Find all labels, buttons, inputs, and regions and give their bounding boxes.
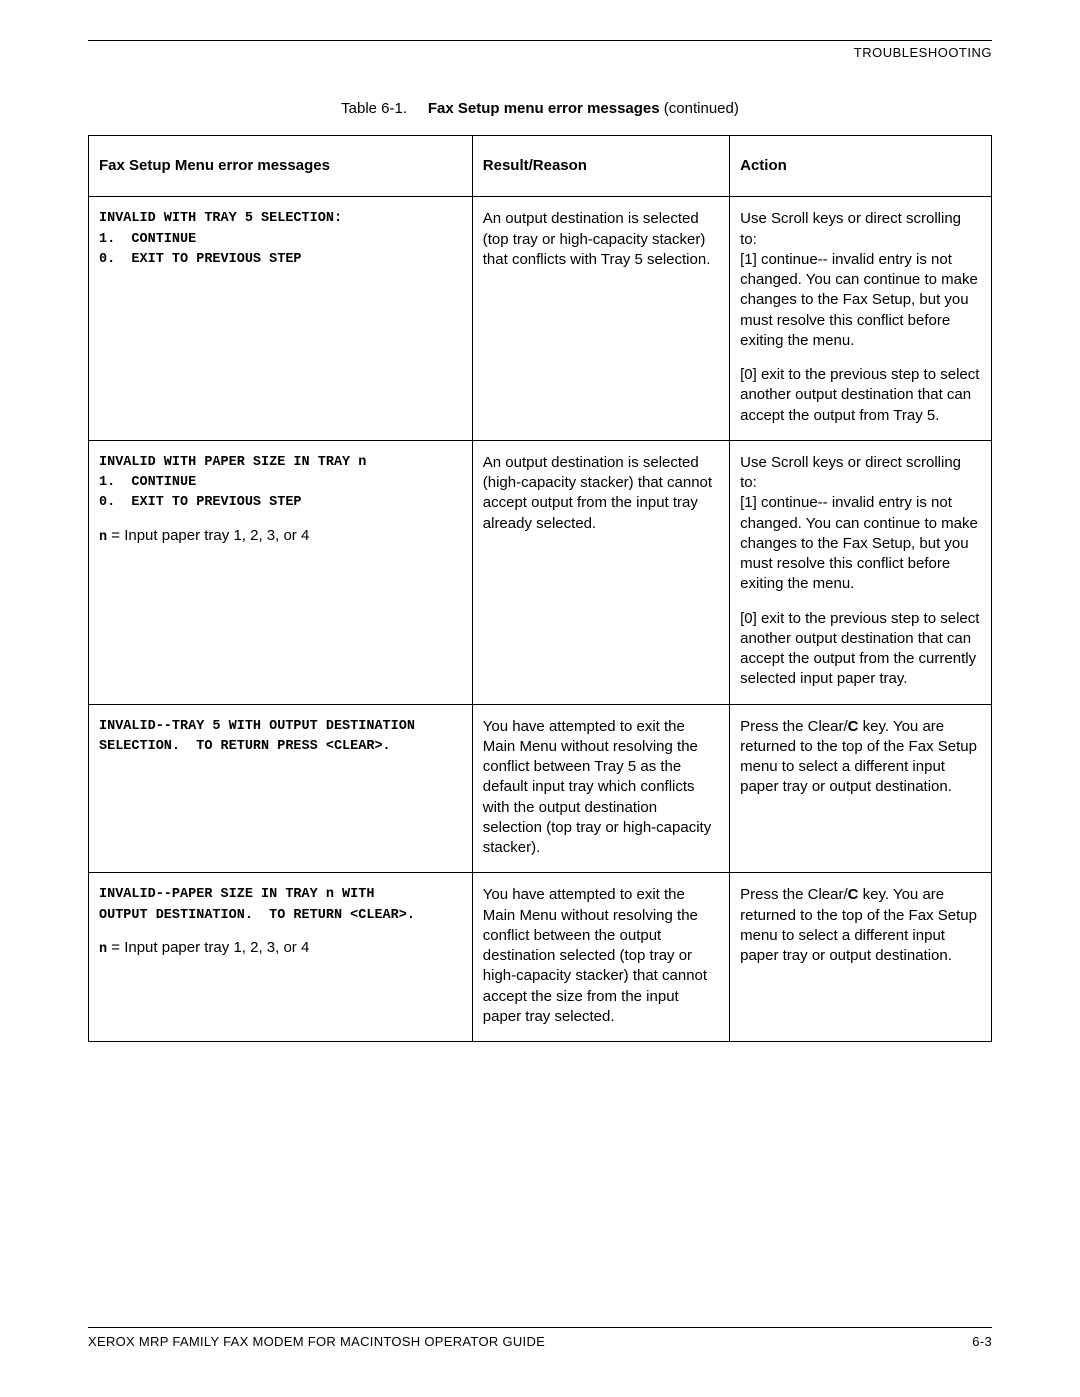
footer-right: 6-3 (972, 1334, 992, 1349)
action-pre: Press the Clear/ (740, 718, 848, 735)
error-text: INVALID WITH PAPER SIZE IN TRAY n 1. CON… (99, 453, 462, 514)
action-p1: Use Scroll keys or direct scrolling to: … (740, 209, 981, 351)
header-rule (88, 40, 992, 41)
cell-message: INVALID WITH TRAY 5 SELECTION: 1. CONTIN… (89, 197, 473, 441)
note-rest: = Input paper tray 1, 2, 3, or 4 (107, 527, 309, 544)
caption-title: Fax Setup menu error messages (428, 100, 660, 117)
page-footer: XEROX MRP FAMILY FAX MODEM FOR MACINTOSH… (88, 1327, 992, 1349)
cell-action: Use Scroll keys or direct scrolling to: … (730, 440, 992, 704)
cell-message: INVALID--TRAY 5 WITH OUTPUT DESTINATION … (89, 704, 473, 873)
cell-action: Press the Clear/C key. You are returned … (730, 873, 992, 1042)
note-n: n (99, 942, 107, 957)
cell-message: INVALID WITH PAPER SIZE IN TRAY n 1. CON… (89, 440, 473, 704)
col-header-messages: Fax Setup Menu error messages (89, 136, 473, 197)
col-header-action: Action (730, 136, 992, 197)
cell-reason: You have attempted to exit the Main Menu… (472, 704, 729, 873)
table-row: INVALID WITH TRAY 5 SELECTION: 1. CONTIN… (89, 197, 992, 441)
cell-message: INVALID--PAPER SIZE IN TRAY n WITH OUTPU… (89, 873, 473, 1042)
action-key: C (848, 886, 859, 903)
cell-action: Use Scroll keys or direct scrolling to: … (730, 197, 992, 441)
error-text: INVALID WITH TRAY 5 SELECTION: 1. CONTIN… (99, 209, 462, 270)
error-text: INVALID--TRAY 5 WITH OUTPUT DESTINATION … (99, 717, 462, 758)
cell-action: Press the Clear/C key. You are returned … (730, 704, 992, 873)
cell-reason: An output destination is selected (high-… (472, 440, 729, 704)
table-caption: Table 6-1. Fax Setup menu error messages… (88, 100, 992, 117)
cell-reason: You have attempted to exit the Main Menu… (472, 873, 729, 1042)
error-messages-table: Fax Setup Menu error messages Result/Rea… (88, 135, 992, 1042)
table-row: INVALID--TRAY 5 WITH OUTPUT DESTINATION … (89, 704, 992, 873)
action-p2: [0] exit to the previous step to select … (740, 609, 981, 690)
table-row: INVALID WITH PAPER SIZE IN TRAY n 1. CON… (89, 440, 992, 704)
action-p1: Use Scroll keys or direct scrolling to: … (740, 453, 981, 595)
table-header-row: Fax Setup Menu error messages Result/Rea… (89, 136, 992, 197)
table-row: INVALID--PAPER SIZE IN TRAY n WITH OUTPU… (89, 873, 992, 1042)
header-section: TROUBLESHOOTING (88, 45, 992, 60)
footer-left: XEROX MRP FAMILY FAX MODEM FOR MACINTOSH… (88, 1334, 545, 1349)
note-rest: = Input paper tray 1, 2, 3, or 4 (107, 939, 309, 956)
col-header-reason: Result/Reason (472, 136, 729, 197)
caption-prefix: Table 6-1. (341, 100, 407, 117)
message-note: n = Input paper tray 1, 2, 3, or 4 (99, 526, 462, 547)
action-key: C (848, 718, 859, 735)
action-p2: [0] exit to the previous step to select … (740, 365, 981, 426)
action-pre: Press the Clear/ (740, 886, 848, 903)
note-n: n (99, 530, 107, 545)
cell-reason: An output destination is selected (top t… (472, 197, 729, 441)
error-text: INVALID--PAPER SIZE IN TRAY n WITH OUTPU… (99, 885, 462, 926)
caption-suffix: (continued) (660, 100, 739, 117)
footer-rule (88, 1327, 992, 1328)
message-note: n = Input paper tray 1, 2, 3, or 4 (99, 938, 462, 959)
